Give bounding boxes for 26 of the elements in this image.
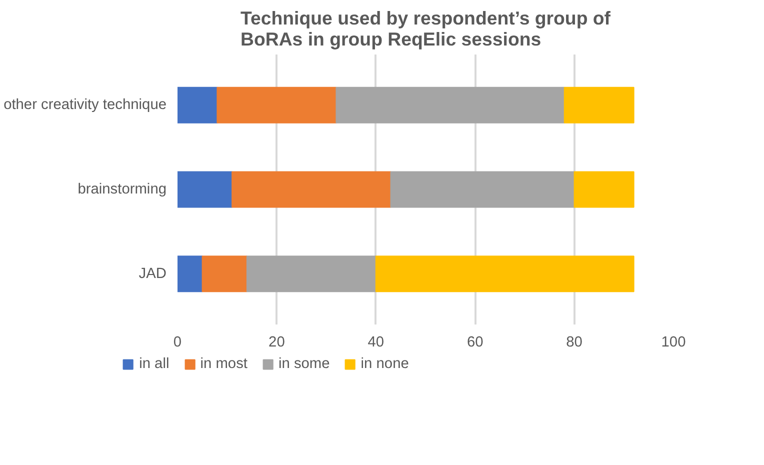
- bar: [232, 171, 392, 208]
- bar: [390, 171, 575, 208]
- bar: [178, 171, 233, 208]
- bar: [202, 256, 248, 292]
- legend-label: in some: [278, 356, 330, 372]
- bar: [178, 256, 203, 292]
- bar: [375, 256, 634, 292]
- bar: [178, 86, 218, 124]
- x-tick-label: 40: [368, 334, 384, 350]
- bar: [564, 86, 634, 124]
- x-tick-label: 0: [173, 334, 182, 350]
- chart-title: Technique used by respondent’s group of BoRAs in group ReqElic sessions: [240, 8, 612, 50]
- bar: [216, 86, 337, 124]
- bar: [336, 86, 565, 124]
- y-tick-label: other creativity technique: [4, 97, 166, 114]
- x-tick-label: 20: [268, 334, 285, 350]
- x-tick-label: 80: [566, 334, 582, 350]
- legend-label: in all: [139, 356, 170, 372]
- bar: [246, 256, 376, 292]
- legend-label: in none: [360, 356, 409, 372]
- y-tick-label: JAD: [138, 266, 167, 282]
- x-tick-label: 60: [466, 334, 484, 350]
- y-tick-label: brainstorming: [78, 182, 167, 198]
- legend-label: in most: [200, 356, 248, 372]
- bar: [574, 171, 634, 208]
- x-tick-label: 100: [661, 334, 686, 350]
